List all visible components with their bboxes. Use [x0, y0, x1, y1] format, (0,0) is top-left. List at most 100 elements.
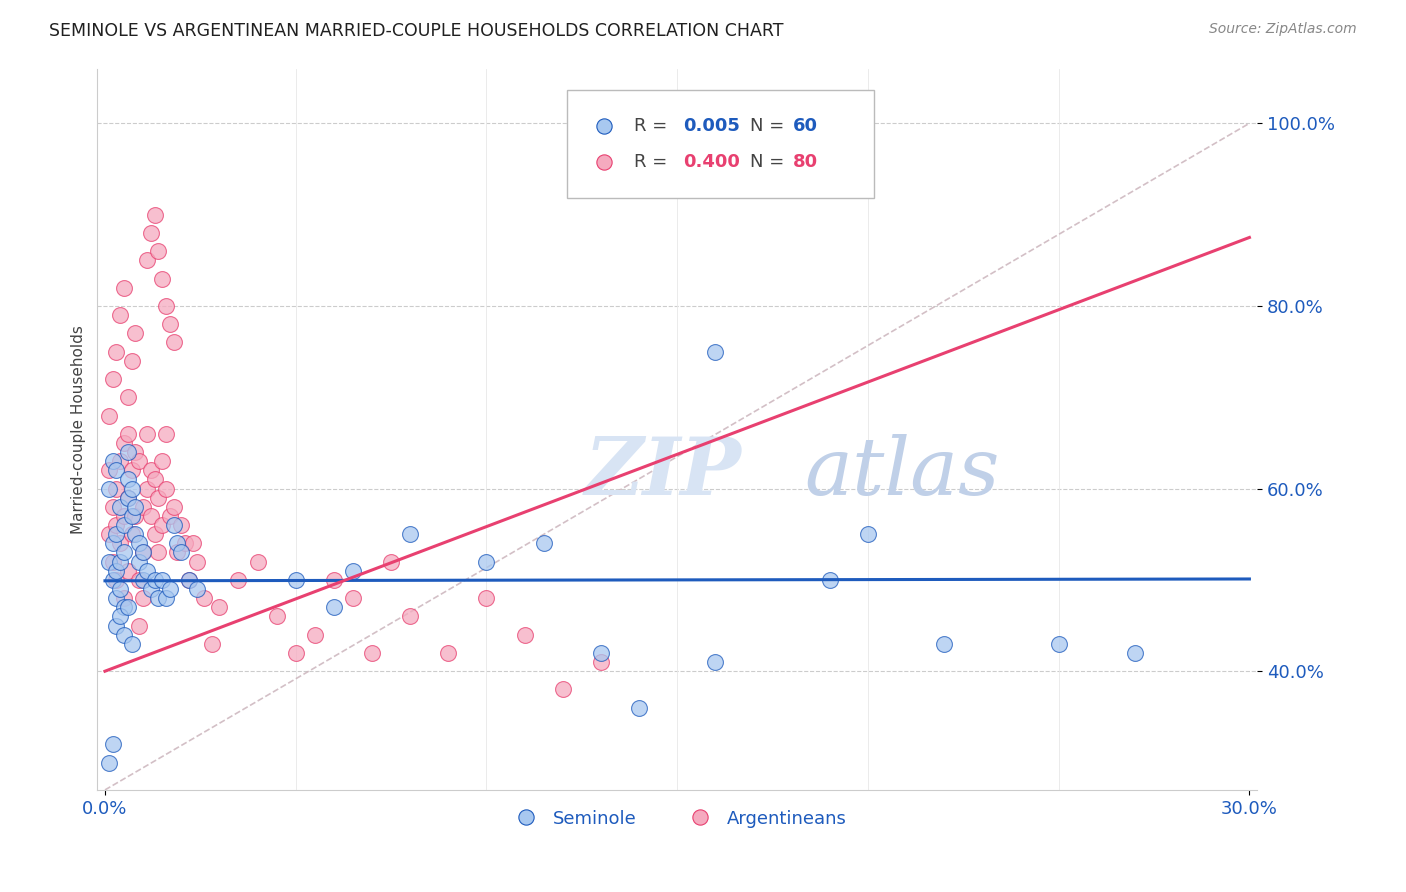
Point: [128, 536, 150, 550]
Point: [139, 463, 162, 477]
Point: [101, 536, 124, 550]
Point: [150, 454, 173, 468]
Point: [399, 527, 422, 541]
Point: [105, 573, 128, 587]
Text: N =: N =: [751, 153, 790, 171]
Text: 0.400: 0.400: [683, 153, 740, 171]
Point: [112, 518, 135, 533]
Text: Source: ZipAtlas.com: Source: ZipAtlas.com: [1209, 22, 1357, 37]
Point: [589, 646, 612, 660]
Point: [934, 637, 956, 651]
Point: [150, 518, 173, 533]
Point: [97, 463, 120, 477]
Point: [856, 527, 879, 541]
Point: [704, 655, 727, 669]
Text: ZIP: ZIP: [585, 434, 741, 511]
Point: [284, 573, 307, 587]
Point: [513, 628, 536, 642]
Point: [132, 591, 155, 606]
Point: [166, 536, 188, 550]
Point: [551, 682, 574, 697]
Point: [361, 646, 384, 660]
Point: [246, 555, 269, 569]
Point: [170, 545, 193, 559]
FancyBboxPatch shape: [567, 90, 875, 198]
Point: [136, 564, 159, 578]
Point: [97, 555, 120, 569]
Point: [139, 226, 162, 240]
Point: [112, 436, 135, 450]
Point: [1123, 646, 1146, 660]
Text: atlas: atlas: [804, 434, 1000, 511]
Point: [228, 573, 250, 587]
Point: [136, 253, 159, 268]
Point: [193, 591, 215, 606]
Point: [112, 281, 135, 295]
Point: [121, 353, 143, 368]
Point: [342, 564, 364, 578]
Point: [148, 244, 170, 259]
Point: [110, 500, 132, 514]
Point: [132, 500, 155, 514]
Point: [136, 426, 159, 441]
Point: [112, 508, 135, 523]
Point: [117, 445, 139, 459]
Point: [101, 737, 124, 751]
Point: [628, 700, 651, 714]
Point: [105, 482, 128, 496]
Point: [155, 299, 177, 313]
Text: 0.005: 0.005: [683, 117, 740, 136]
Point: [177, 573, 200, 587]
Point: [121, 463, 143, 477]
Point: [533, 536, 555, 550]
Point: [148, 491, 170, 505]
Point: [148, 545, 170, 559]
Point: [132, 545, 155, 559]
Point: [150, 573, 173, 587]
Point: [143, 527, 166, 541]
Text: 80: 80: [793, 153, 818, 171]
Point: [124, 527, 146, 541]
Point: [110, 609, 132, 624]
Point: [399, 609, 422, 624]
Point: [97, 409, 120, 423]
Point: [117, 491, 139, 505]
Legend: Seminole, Argentineans: Seminole, Argentineans: [501, 803, 853, 835]
Point: [128, 555, 150, 569]
Point: [128, 618, 150, 632]
Point: [112, 545, 135, 559]
Point: [101, 454, 124, 468]
Point: [437, 646, 460, 660]
Point: [105, 527, 128, 541]
Point: [101, 500, 124, 514]
Point: [155, 482, 177, 496]
Point: [174, 536, 197, 550]
Point: [124, 445, 146, 459]
Text: R =: R =: [634, 117, 673, 136]
Point: [818, 573, 841, 587]
Point: [208, 600, 231, 615]
Point: [704, 344, 727, 359]
Point: [124, 500, 146, 514]
Point: [110, 582, 132, 596]
Point: [101, 573, 124, 587]
Point: [124, 326, 146, 341]
Point: [121, 508, 143, 523]
Point: [132, 573, 155, 587]
Point: [159, 317, 181, 331]
Point: [117, 564, 139, 578]
Point: [105, 591, 128, 606]
Point: [128, 573, 150, 587]
Point: [105, 618, 128, 632]
Point: [117, 472, 139, 486]
Point: [112, 600, 135, 615]
Point: [143, 472, 166, 486]
Point: [170, 518, 193, 533]
Point: [322, 600, 344, 615]
Point: [148, 591, 170, 606]
Point: [284, 646, 307, 660]
Point: [163, 500, 186, 514]
Point: [117, 390, 139, 404]
Text: N =: N =: [751, 117, 790, 136]
Point: [159, 508, 181, 523]
